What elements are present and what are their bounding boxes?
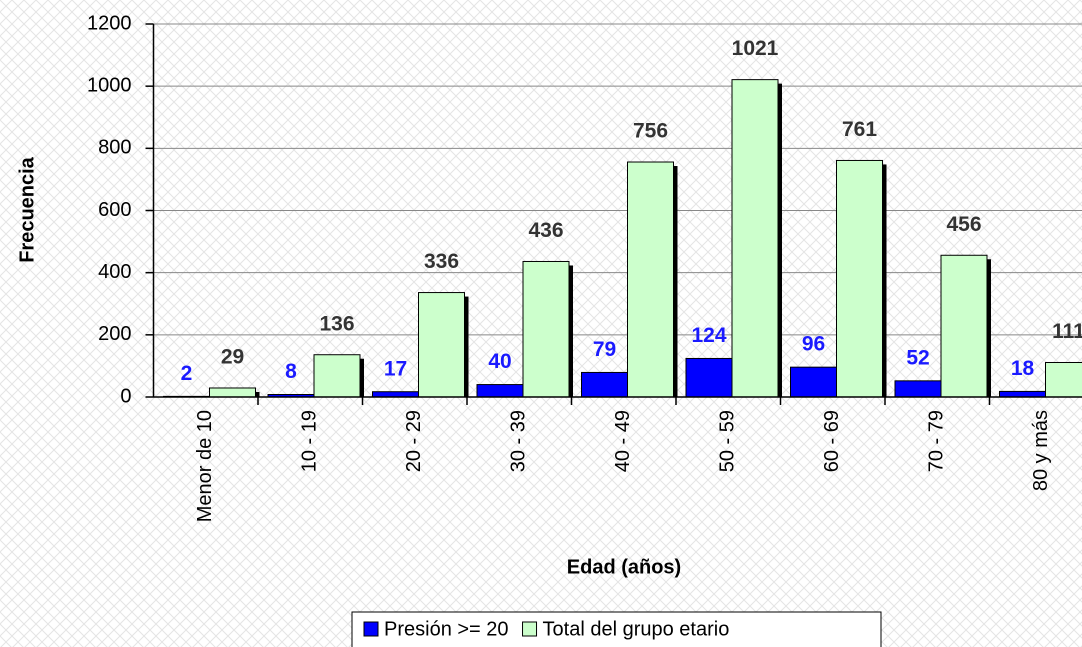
value-label: 17 — [384, 357, 407, 380]
y-axis-title: Frecuencia — [16, 156, 38, 262]
legend-swatch — [522, 621, 538, 637]
y-tick-label: 400 — [98, 261, 131, 283]
legend-swatch — [363, 621, 379, 637]
value-label: 40 — [488, 350, 511, 373]
value-label: 124 — [691, 324, 726, 347]
x-axis-title: Edad (años) — [567, 556, 681, 578]
bar — [418, 292, 465, 398]
legend-label: Presión >= 20 — [384, 618, 509, 640]
x-tick-label: 80 y más — [1030, 410, 1052, 491]
y-tick-label: 800 — [98, 137, 131, 159]
x-tick-label: 50 - 59 — [717, 410, 739, 472]
legend — [351, 611, 882, 647]
bar — [940, 254, 988, 398]
bar — [581, 371, 628, 398]
x-tick-label: 40 - 49 — [612, 410, 634, 472]
bar — [209, 387, 256, 398]
value-label: 436 — [528, 219, 563, 242]
bar — [836, 159, 883, 398]
bar — [522, 260, 570, 398]
x-tick-label: 30 - 39 — [508, 410, 530, 472]
value-label: 8 — [285, 360, 297, 383]
y-tick-label: 600 — [98, 199, 131, 221]
value-label: 2 — [181, 362, 193, 385]
value-label: 79 — [593, 338, 616, 361]
bar — [731, 79, 779, 398]
y-tick-label: 1000 — [87, 74, 132, 96]
bar — [372, 391, 419, 398]
x-tick-label: 70 - 79 — [926, 410, 948, 472]
bar — [1045, 361, 1082, 398]
value-label: 761 — [842, 118, 877, 141]
y-tick-label: 0 — [120, 385, 131, 407]
value-label: 336 — [424, 250, 459, 273]
y-tick-label: 200 — [98, 323, 131, 345]
y-tick-label: 1200 — [87, 12, 132, 34]
bar — [313, 354, 361, 398]
value-label: 29 — [221, 346, 244, 369]
bar — [476, 384, 524, 398]
value-label: 111 — [1052, 320, 1082, 343]
x-tick-label: 20 - 29 — [403, 410, 425, 472]
x-tick-label: 60 - 69 — [821, 410, 843, 472]
bar — [999, 390, 1046, 398]
value-label: 96 — [802, 333, 825, 356]
x-tick-label: 10 - 19 — [299, 410, 321, 472]
x-tick-label: Menor de 10 — [194, 410, 216, 522]
legend-label: Total del grupo etario — [543, 618, 730, 640]
value-label: 456 — [946, 213, 981, 236]
bar — [894, 380, 942, 398]
bar — [685, 357, 733, 398]
value-label: 1021 — [732, 37, 779, 60]
value-label: 756 — [633, 120, 668, 143]
value-label: 52 — [906, 346, 929, 369]
bar — [790, 366, 837, 398]
bar — [627, 161, 674, 398]
value-label: 136 — [319, 312, 354, 335]
value-label: 18 — [1011, 357, 1035, 380]
